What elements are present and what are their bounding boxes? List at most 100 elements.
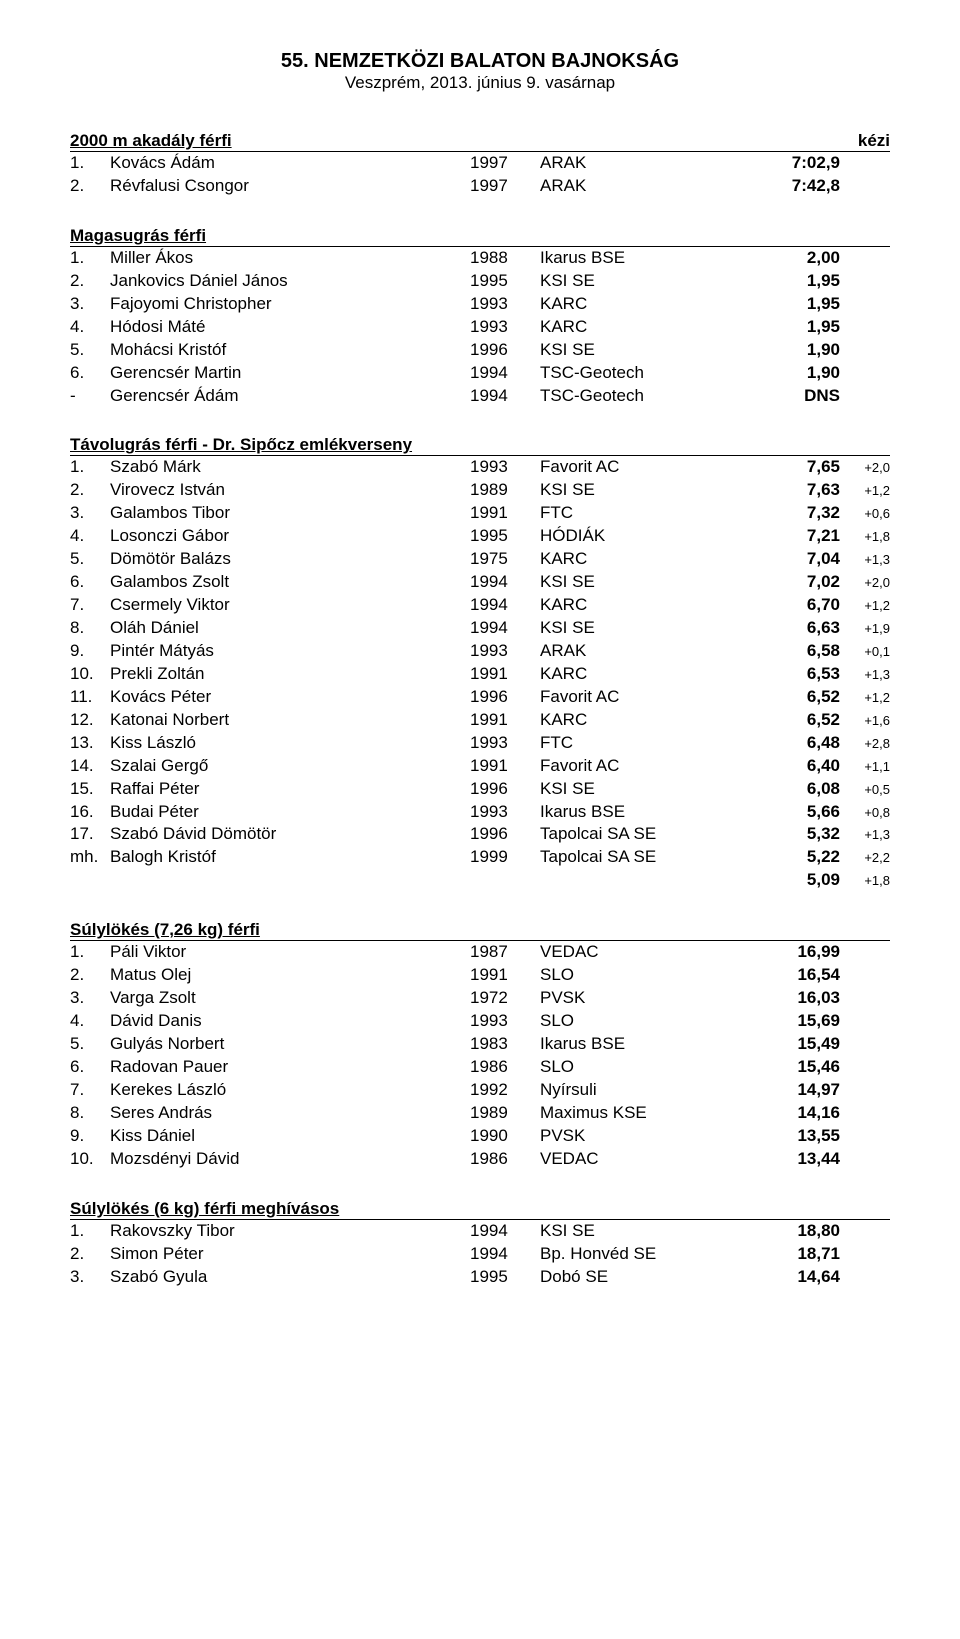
result-row: -Gerencsér Ádám1994TSC-GeotechDNS xyxy=(70,385,890,408)
year-cell: 1991 xyxy=(470,502,540,525)
club-cell: PVSK xyxy=(540,987,750,1010)
club-cell: Tapolcai SA SE xyxy=(540,846,750,869)
result-row: 8.Seres András1989Maximus KSE14,16 xyxy=(70,1102,890,1125)
club-cell: FTC xyxy=(540,732,750,755)
wind-cell: +0,5 xyxy=(840,778,890,801)
club-cell: VEDAC xyxy=(540,1148,750,1171)
wind-cell: +2,0 xyxy=(840,456,890,479)
wind-cell: +1,6 xyxy=(840,709,890,732)
result-cell: 1,90 xyxy=(750,362,840,385)
result-cell: 16,03 xyxy=(750,987,840,1010)
wind-cell xyxy=(840,1102,890,1125)
name-cell: Galambos Zsolt xyxy=(110,571,470,594)
club-cell: KSI SE xyxy=(540,1220,750,1243)
wind-cell xyxy=(840,1079,890,1102)
wind-cell xyxy=(840,987,890,1010)
club-cell: SLO xyxy=(540,1010,750,1033)
result-row: 4.Hódosi Máté1993KARC1,95 xyxy=(70,316,890,339)
result-cell: 13,44 xyxy=(750,1148,840,1171)
year-cell: 1975 xyxy=(470,548,540,571)
rank-cell: 1. xyxy=(70,152,110,175)
club-cell: KSI SE xyxy=(540,479,750,502)
name-cell: Kovács Ádám xyxy=(110,152,470,175)
spacer xyxy=(70,869,470,892)
year-cell: 1995 xyxy=(470,525,540,548)
club-cell: ARAK xyxy=(540,640,750,663)
name-cell: Csermely Viktor xyxy=(110,594,470,617)
rank-cell: 12. xyxy=(70,709,110,732)
year-cell: 1996 xyxy=(470,823,540,846)
result-row: 3.Szabó Gyula1995Dobó SE14,64 xyxy=(70,1266,890,1289)
rank-cell: 5. xyxy=(70,1033,110,1056)
wind-cell: +1,3 xyxy=(840,663,890,686)
result-row: 12.Katonai Norbert1991KARC6,52+1,6 xyxy=(70,709,890,732)
result-row: 2.Matus Olej1991SLO16,54 xyxy=(70,964,890,987)
name-cell: Varga Zsolt xyxy=(110,987,470,1010)
result-cell: 14,16 xyxy=(750,1102,840,1125)
club-cell: Tapolcai SA SE xyxy=(540,823,750,846)
name-cell: Prekli Zoltán xyxy=(110,663,470,686)
result-cell: 5,32 xyxy=(750,823,840,846)
year-cell: 1995 xyxy=(470,1266,540,1289)
name-cell: Dömötör Balázs xyxy=(110,548,470,571)
name-cell: Gerencsér Martin xyxy=(110,362,470,385)
page-title: 55. NEMZETKÖZI BALATON BAJNOKSÁG xyxy=(70,50,890,73)
name-cell: Hódosi Máté xyxy=(110,316,470,339)
wind-cell xyxy=(840,247,890,270)
year-cell: 1992 xyxy=(470,1079,540,1102)
rank-cell: 8. xyxy=(70,617,110,640)
year-cell: 1996 xyxy=(470,686,540,709)
rank-cell: 4. xyxy=(70,525,110,548)
section-title: Súlylökés (7,26 kg) férfi xyxy=(70,920,890,940)
result-cell: 14,64 xyxy=(750,1266,840,1289)
club-cell: KARC xyxy=(540,293,750,316)
name-cell: Matus Olej xyxy=(110,964,470,987)
results-section: Súlylökés (7,26 kg) férfi1.Páli Viktor19… xyxy=(70,920,890,1170)
rank-cell: 7. xyxy=(70,1079,110,1102)
rank-cell: 3. xyxy=(70,502,110,525)
result-cell: 6,70 xyxy=(750,594,840,617)
name-cell: Mohácsi Kristóf xyxy=(110,339,470,362)
rank-cell: 5. xyxy=(70,548,110,571)
spacer xyxy=(540,869,750,892)
result-row: 1.Szabó Márk1993Favorit AC7,65+2,0 xyxy=(70,456,890,479)
name-cell: Galambos Tibor xyxy=(110,502,470,525)
result-cell: 16,99 xyxy=(750,941,840,964)
year-cell: 1996 xyxy=(470,778,540,801)
club-cell: KSI SE xyxy=(540,617,750,640)
result-row: 11.Kovács Péter1996Favorit AC6,52+1,2 xyxy=(70,686,890,709)
year-cell: 1995 xyxy=(470,270,540,293)
wind-cell: +1,3 xyxy=(840,548,890,571)
result-cell: 7,63 xyxy=(750,479,840,502)
result-row: 10.Mozsdényi Dávid1986VEDAC13,44 xyxy=(70,1148,890,1171)
result-row: 2.Jankovics Dániel János1995KSI SE1,95 xyxy=(70,270,890,293)
wind-cell: +1,8 xyxy=(840,869,890,892)
result-cell: 6,63 xyxy=(750,617,840,640)
rank-cell: 4. xyxy=(70,1010,110,1033)
result-cell: 15,46 xyxy=(750,1056,840,1079)
club-cell: KARC xyxy=(540,663,750,686)
club-cell: KSI SE xyxy=(540,571,750,594)
result-row: mh.Balogh Kristóf1999Tapolcai SA SE5,22+… xyxy=(70,846,890,869)
results-section: Magasugrás férfi1.Miller Ákos1988Ikarus … xyxy=(70,226,890,408)
result-row: 2.Simon Péter1994Bp. Honvéd SE18,71 xyxy=(70,1243,890,1266)
year-cell: 1994 xyxy=(470,594,540,617)
year-cell: 1983 xyxy=(470,1033,540,1056)
club-cell: KSI SE xyxy=(540,270,750,293)
result-row: 2.Révfalusi Csongor1997ARAK7:42,8 xyxy=(70,175,890,198)
result-row: 15.Raffai Péter1996KSI SE6,08+0,5 xyxy=(70,778,890,801)
club-cell: SLO xyxy=(540,964,750,987)
name-cell: Rakovszky Tibor xyxy=(110,1220,470,1243)
club-cell: SLO xyxy=(540,1056,750,1079)
year-cell: 1994 xyxy=(470,362,540,385)
result-row: 14.Szalai Gergő1991Favorit AC6,40+1,1 xyxy=(70,755,890,778)
result-row: 6.Galambos Zsolt1994KSI SE7,02+2,0 xyxy=(70,571,890,594)
year-cell: 1989 xyxy=(470,1102,540,1125)
club-cell: KARC xyxy=(540,316,750,339)
result-cell: 6,53 xyxy=(750,663,840,686)
result-cell: 6,52 xyxy=(750,709,840,732)
name-cell: Miller Ákos xyxy=(110,247,470,270)
result-cell: 7,04 xyxy=(750,548,840,571)
wind-cell: +1,2 xyxy=(840,594,890,617)
result-row: 9.Kiss Dániel1990PVSK13,55 xyxy=(70,1125,890,1148)
